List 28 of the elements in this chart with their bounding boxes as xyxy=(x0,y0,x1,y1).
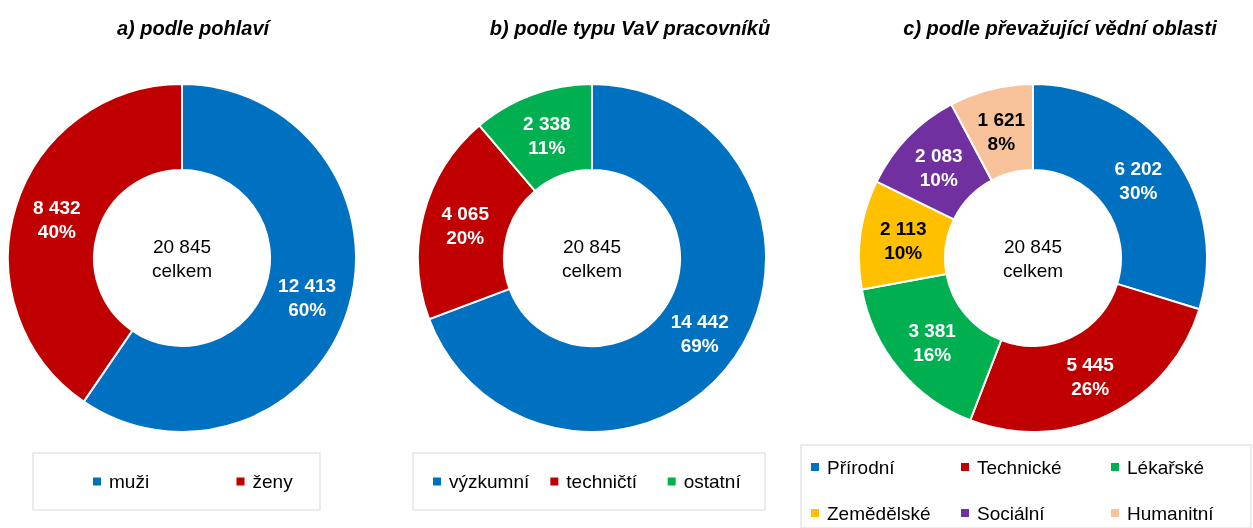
data-label: 3 381 16% xyxy=(908,319,957,365)
data-label: 2 338 11% xyxy=(523,112,571,158)
data-label: 4 065 20% xyxy=(441,202,490,248)
data-label: 5 445 26% xyxy=(1066,353,1115,399)
data-label: 1 621 8% xyxy=(977,108,1026,154)
data-label: 2 113 10% xyxy=(879,217,927,263)
legend-label: Sociální xyxy=(977,502,1046,524)
chart-title: c) podle převažující vědní oblasti xyxy=(903,17,1218,39)
legend-label: techničtí xyxy=(566,471,638,492)
data-label: 8 432 40% xyxy=(33,196,81,242)
legend-label: Lékařské xyxy=(1127,456,1205,478)
chart-title: a) podle pohlaví xyxy=(116,17,272,39)
legend-label: Humanitní xyxy=(1127,502,1215,524)
text: 20 845 celkem xyxy=(151,235,213,281)
chart-title: b) podle typu VaV pracovníků xyxy=(489,17,771,39)
text: 20 845 celkem xyxy=(561,235,623,281)
text: 20 845 celkem xyxy=(1002,235,1064,281)
legend-label: ostatní xyxy=(683,471,742,492)
legend-label: ženy xyxy=(252,471,294,492)
data-label: 14 442 69% xyxy=(670,310,729,356)
data-label: 6 202 30% xyxy=(1114,157,1163,203)
legend-label: Zemědělské xyxy=(827,502,931,524)
data-label: 2 083 10% xyxy=(915,144,963,190)
legend-label: výzkumní xyxy=(449,471,530,492)
legend-label: muži xyxy=(109,471,150,492)
data-label: 12 413 60% xyxy=(278,274,337,320)
legend-label: Technické xyxy=(977,456,1062,478)
legend-label: Přírodní xyxy=(827,456,896,478)
